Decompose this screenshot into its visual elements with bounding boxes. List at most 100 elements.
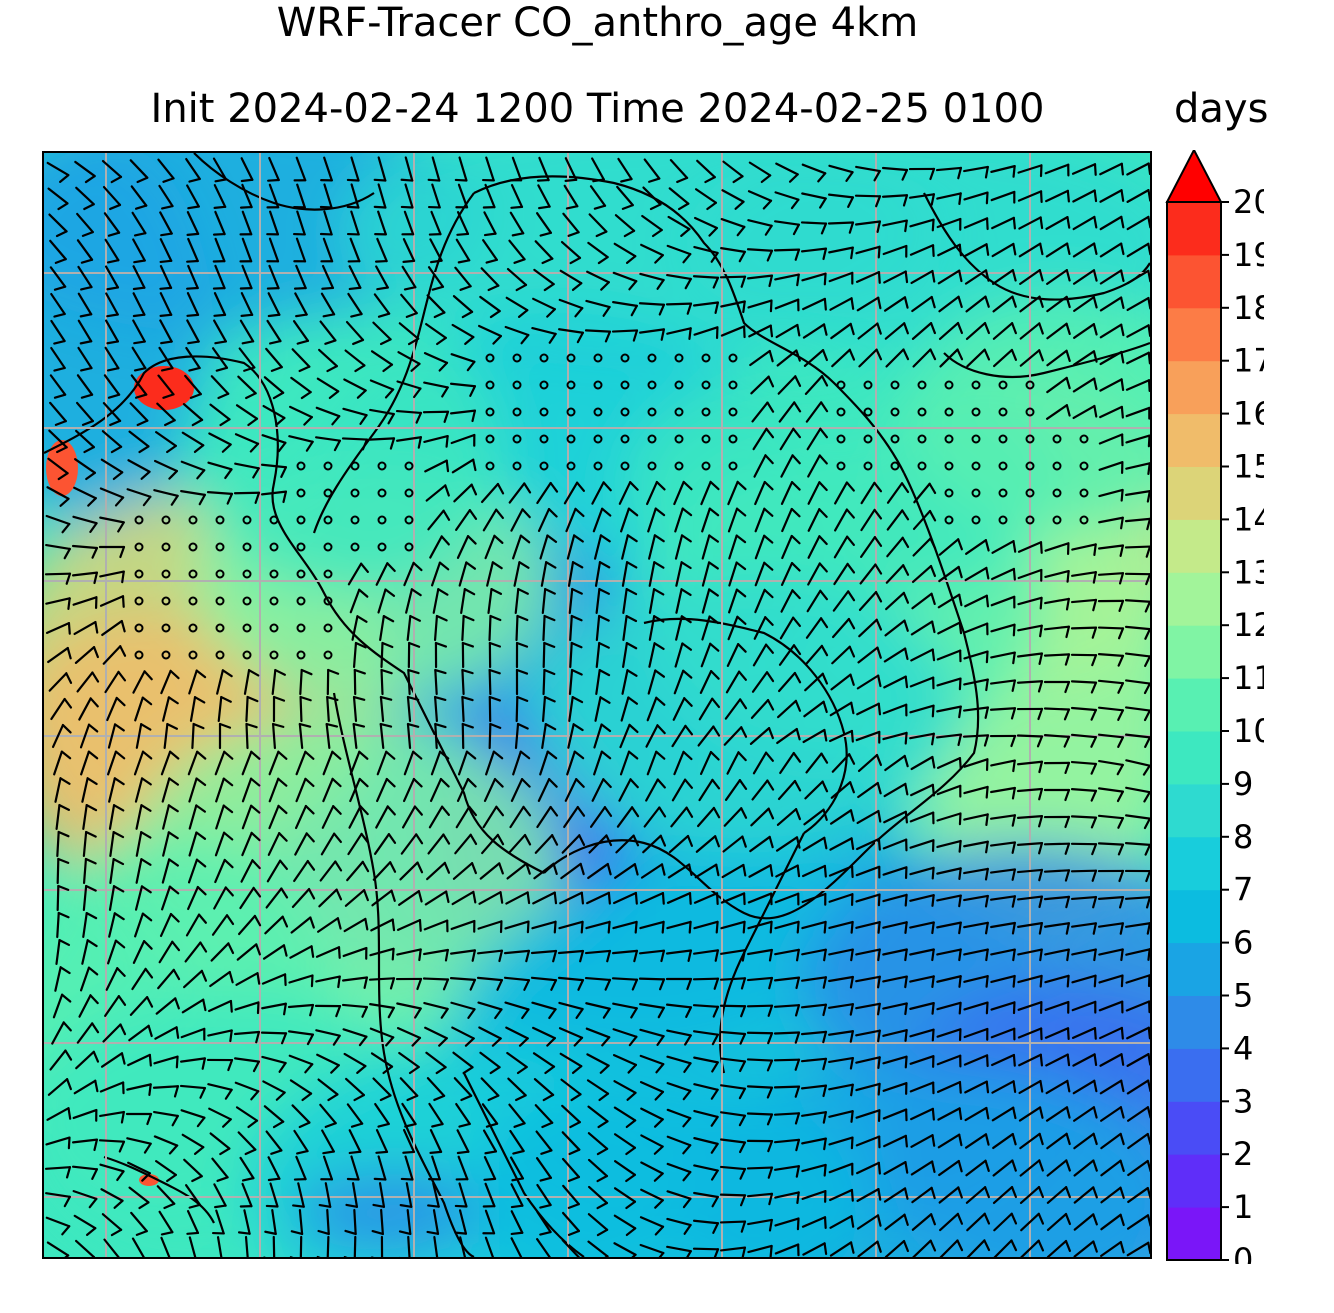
wind-barb-feather xyxy=(734,200,745,210)
wind-barb-feather xyxy=(65,572,72,585)
wind-barb-shaft xyxy=(73,1079,97,1095)
wind-barb-feather xyxy=(794,1085,801,1098)
wind-barb-feather xyxy=(140,885,152,894)
wind-barb-shaft xyxy=(48,213,68,233)
wind-barb-shaft xyxy=(1019,349,1041,367)
wind-barb-shaft xyxy=(828,1110,854,1118)
wind-barb-shaft xyxy=(76,1022,94,1044)
wind-barb-feather xyxy=(375,1150,389,1154)
colorbar-swatch xyxy=(1167,307,1221,362)
wind-barb-feather xyxy=(688,327,692,340)
wind-barb-shaft xyxy=(82,912,88,938)
wind-barb-shaft xyxy=(508,1103,526,1125)
wind-barb-feather xyxy=(215,366,229,372)
calm-wind-marker xyxy=(944,380,954,390)
wind-barb-shaft xyxy=(315,1029,341,1037)
wind-barb-shaft xyxy=(506,267,528,287)
wind-barb-feather xyxy=(569,1121,581,1129)
wind-barb-shaft xyxy=(425,1051,447,1069)
wind-barb-shaft xyxy=(101,430,123,448)
wind-barb-feather xyxy=(466,777,477,788)
calm-wind-marker xyxy=(863,380,873,390)
wind-barb-feather xyxy=(682,669,693,679)
wind-barb-shaft xyxy=(75,1239,95,1257)
wind-barb-feather xyxy=(1146,1106,1150,1119)
wind-barb-feather xyxy=(166,444,177,454)
wind-barb-feather xyxy=(167,831,179,840)
wind-barb-feather xyxy=(595,230,608,238)
wind-barb-shaft xyxy=(341,976,369,982)
wind-barb-shaft xyxy=(747,1244,773,1254)
wind-barb-shaft xyxy=(1126,351,1150,365)
calm-wind-marker xyxy=(161,596,171,606)
wind-barb-shaft xyxy=(488,668,492,696)
wind-barb-feather xyxy=(520,778,531,788)
wind-barb-feather xyxy=(241,340,255,345)
wind-barb-shaft xyxy=(831,645,851,665)
wind-barb-shaft xyxy=(882,893,908,903)
wind-barb-shaft xyxy=(1072,1079,1096,1095)
wind-barb-shaft xyxy=(55,938,61,966)
wind-barb-feather xyxy=(653,642,665,651)
wind-barb-feather xyxy=(317,1229,330,1236)
wind-barb-feather xyxy=(113,777,125,786)
wind-barb-shaft xyxy=(1098,461,1124,471)
wind-barb-feather xyxy=(634,891,638,905)
wind-barb-shaft xyxy=(640,1188,664,1202)
wind-barb-shaft xyxy=(1125,786,1150,794)
wind-barb-feather xyxy=(280,887,289,899)
wind-barb-shaft xyxy=(563,184,579,208)
wind-barb-shaft xyxy=(591,778,605,802)
wind-barb-shaft xyxy=(261,973,287,985)
wind-barb-feather xyxy=(791,589,801,600)
calm-wind-marker xyxy=(647,353,657,363)
wind-barb-feather xyxy=(600,281,610,291)
colorbar-swatch xyxy=(1167,572,1221,626)
wind-barb-feather xyxy=(847,590,856,602)
wind-barb-shaft xyxy=(1045,242,1069,258)
wind-barb-feather xyxy=(655,1063,665,1074)
wind-barb-shaft xyxy=(881,166,909,172)
wind-barb-feather xyxy=(543,614,556,622)
wind-barb-shaft xyxy=(612,271,638,283)
wind-barb-shaft xyxy=(781,507,793,533)
colorbar-swatch xyxy=(1167,466,1221,520)
wind-barb-shaft xyxy=(1018,1053,1042,1067)
calm-wind-marker xyxy=(890,434,900,444)
wind-barb-shaft xyxy=(882,703,908,715)
wind-barb-feather xyxy=(469,978,477,991)
wind-barb-shaft xyxy=(936,757,962,769)
wind-barb-feather xyxy=(658,1251,665,1257)
wind-barb-shaft xyxy=(453,1077,473,1097)
wind-barb-feather xyxy=(931,1028,935,1042)
wind-barb-feather xyxy=(225,914,235,926)
wind-barb-shaft xyxy=(430,210,442,236)
wind-barb-feather xyxy=(89,522,98,533)
calm-wind-marker xyxy=(161,542,171,552)
wind-barb-feather xyxy=(985,1001,989,1015)
wind-barb-feather xyxy=(496,833,505,846)
wind-barb-shaft xyxy=(886,482,904,504)
wind-barb-feather xyxy=(223,750,234,760)
wind-barb-feather xyxy=(306,859,316,871)
wind-barb-shaft xyxy=(561,1131,581,1151)
wind-barb-feather xyxy=(272,695,286,702)
wind-barb-feather xyxy=(438,1037,448,1047)
wind-barb-feather xyxy=(740,275,747,288)
colorbar-tick-label: 19 xyxy=(1233,236,1264,274)
wind-barb-feather xyxy=(684,1034,692,1046)
wind-barb-feather xyxy=(346,178,360,182)
wind-barb-feather xyxy=(164,419,176,427)
wind-barb-feather xyxy=(295,313,308,318)
wind-barb-shaft xyxy=(639,1081,665,1093)
wind-barb-feather xyxy=(598,641,610,649)
wind-barb-feather xyxy=(903,619,909,632)
wind-barb-shaft xyxy=(829,837,853,851)
wind-barb-feather xyxy=(877,1056,881,1070)
wind-barb-feather xyxy=(119,545,126,559)
wind-barb-feather xyxy=(628,1035,638,1047)
wind-barb-shaft xyxy=(773,1058,801,1062)
wind-barb-shaft xyxy=(1043,895,1071,901)
wind-barb-shaft xyxy=(450,949,476,955)
wind-barb-feather xyxy=(107,393,121,399)
